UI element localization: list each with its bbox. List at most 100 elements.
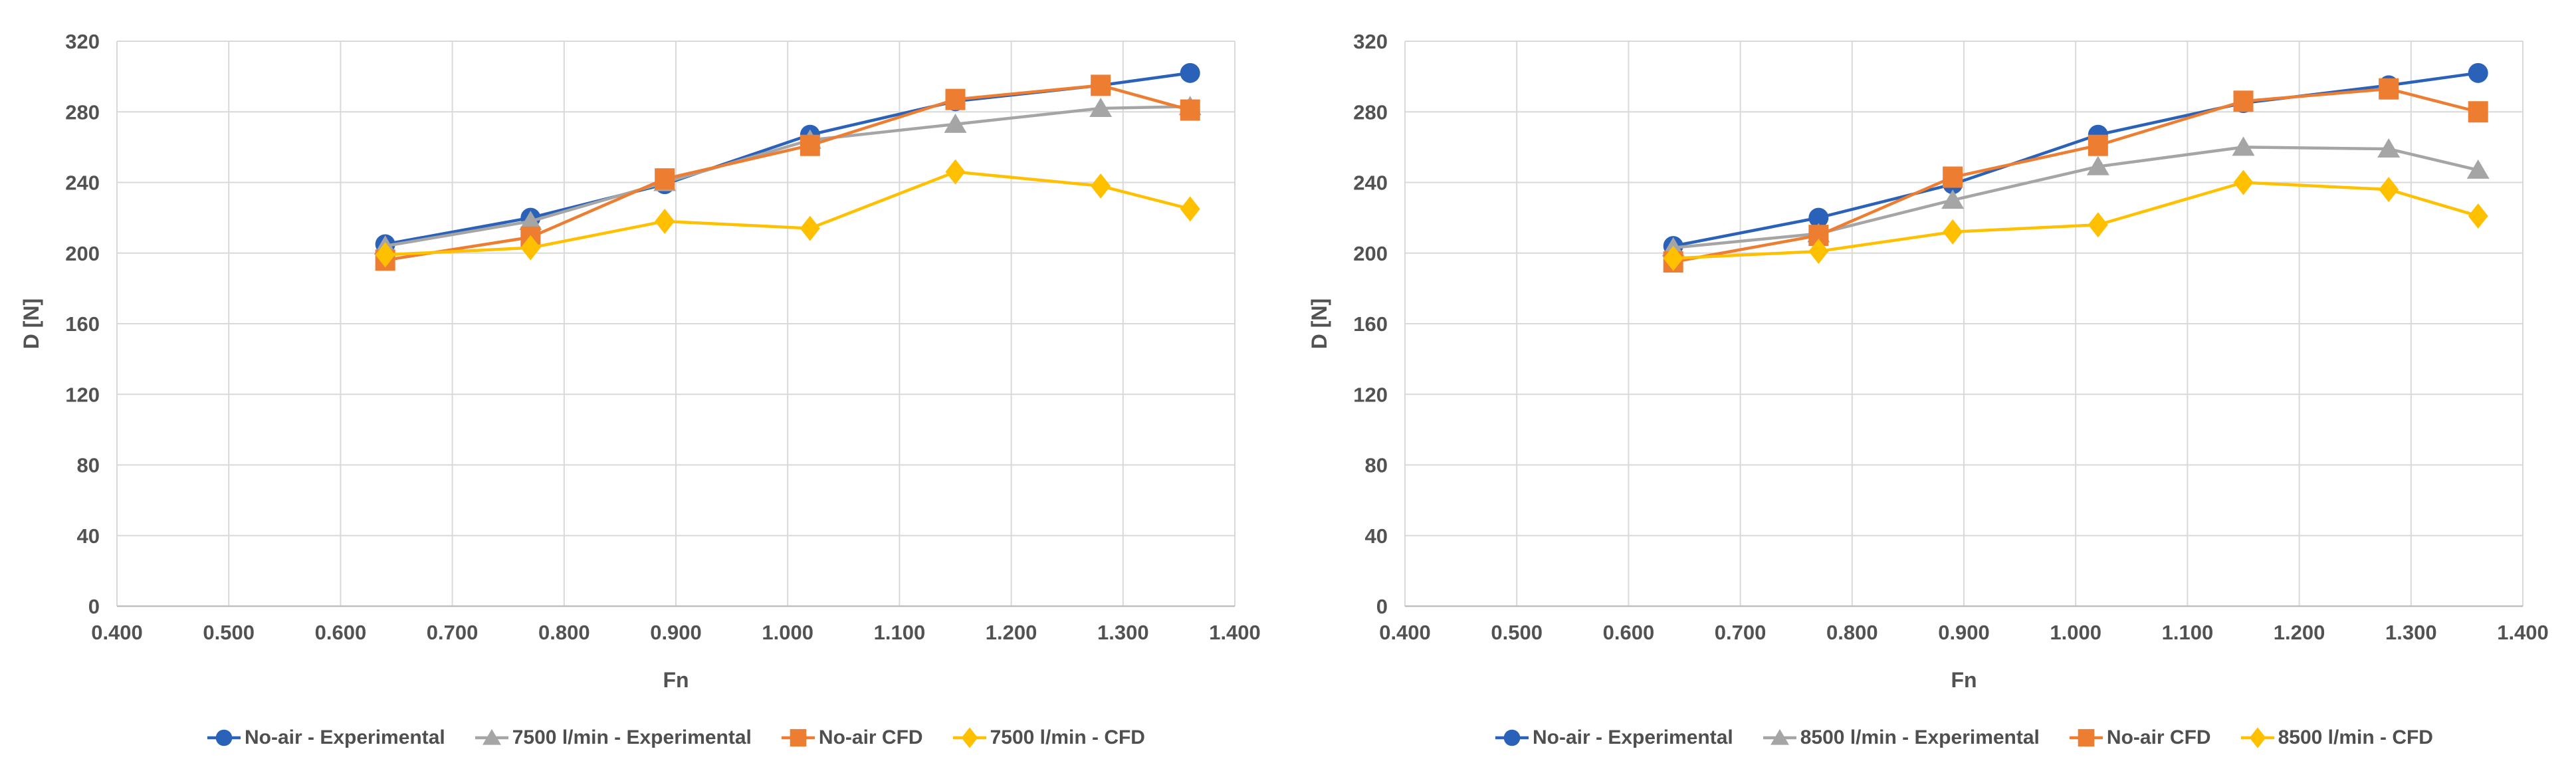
legend-marker-7500-l-min-cfd <box>961 727 978 748</box>
legend-label: 8500 l/min - Experimental <box>1800 726 2040 748</box>
legend-label: No-air CFD <box>2106 726 2211 748</box>
y-axis-title: D [N] <box>1307 298 1331 349</box>
x-axis-title: Fn <box>1951 668 1977 692</box>
marker-8500-l-min-experimental <box>2466 159 2490 179</box>
marker-no-air-cfd <box>1943 166 1963 188</box>
legend-label: No-air CFD <box>818 726 923 748</box>
x-tick-label: 1.000 <box>762 621 813 644</box>
marker-8500-l-min-experimental <box>2377 138 2401 158</box>
x-tick-label: 1.300 <box>2385 621 2437 644</box>
x-tick-label: 0.500 <box>203 621 255 644</box>
legend-triangle-icon <box>1763 728 1796 745</box>
marker-8500-l-min-cfd <box>1663 245 1683 271</box>
y-tick-label: 0 <box>1376 595 1388 618</box>
x-tick-label: 1.200 <box>2274 621 2325 644</box>
legend-marker-7500-l-min-experimental <box>482 728 501 745</box>
right-chart-legend: No-air - Experimental 8500 l/min - Experi… <box>1405 722 2523 754</box>
marker-no-air-experimental <box>1180 62 1200 83</box>
legend-circle-icon <box>207 729 241 746</box>
marker-8500-l-min-cfd <box>2233 169 2254 195</box>
y-tick-label: 40 <box>1365 524 1388 548</box>
legend-marker-no-air-cfd <box>790 728 807 747</box>
grid <box>1404 41 2523 607</box>
marker-7500-l-min-cfd <box>520 235 541 261</box>
series-no-air-cfd <box>1663 78 2488 273</box>
marker-8500-l-min-experimental <box>2086 156 2109 175</box>
y-tick-label: 40 <box>77 524 100 548</box>
marker-7500-l-min-cfd <box>375 242 395 268</box>
legend-item-8500-l-min-experimental: 8500 l/min - Experimental <box>1763 724 2040 751</box>
left-chart: 0.400 0.500 0.600 0.700 0.800 0.900 1.000 1.100… <box>19 30 1261 692</box>
legend-item-no-air-cfd: No-air CFD <box>781 724 923 751</box>
series-8500-l-min-cfd <box>1663 169 2488 271</box>
legend-square-icon <box>781 728 815 747</box>
x-tick-label: 0.900 <box>1938 621 1990 644</box>
marker-7500-l-min-cfd <box>1091 173 1111 199</box>
marker-8500-l-min-cfd <box>2379 177 2399 203</box>
y-tick-label: 120 <box>1353 383 1388 406</box>
legend-label: 7500 l/min - CFD <box>990 726 1145 748</box>
left-chart-legend: No-air - Experimental 7500 l/min - Experi… <box>117 722 1235 754</box>
legend-item-no-air-experimental: No-air - Experimental <box>1495 724 1733 751</box>
marker-8500-l-min-cfd <box>2468 203 2488 229</box>
marker-8500-l-min-cfd <box>1808 239 1829 265</box>
x-tick-label: 0.400 <box>91 621 143 644</box>
legend-label: 8500 l/min - CFD <box>2278 726 2433 748</box>
x-tick-label: 0.800 <box>1826 621 1878 644</box>
chart-panel-7500: 0.400 0.500 0.600 0.700 0.800 0.900 1.000 1.100… <box>19 30 1261 754</box>
y-tick-label: 280 <box>65 100 100 124</box>
marker-no-air-cfd <box>1180 99 1200 121</box>
y-tick-label: 320 <box>65 30 100 53</box>
marker-7500-l-min-cfd <box>655 208 675 234</box>
chart-panel-8500: 0.400 0.500 0.600 0.700 0.800 0.900 1.000 1.100… <box>1288 0 2576 777</box>
marker-no-air-cfd <box>2233 90 2254 112</box>
marker-no-air-cfd <box>2379 78 2399 100</box>
marker-7500-l-min-experimental <box>944 113 967 133</box>
legend-marker-no-air-experimental <box>215 729 233 746</box>
marker-no-air-cfd <box>2468 101 2488 123</box>
legend-item-8500-l-min-cfd: 8500 l/min - CFD <box>2240 724 2433 751</box>
tick-labels: 0.400 0.500 0.600 0.700 0.800 0.900 1.000 1.100… <box>1353 30 2549 644</box>
y-tick-label: 0 <box>88 595 100 618</box>
legend-item-7500-l-min-experimental: 7500 l/min - Experimental <box>475 724 752 751</box>
marker-8500-l-min-experimental <box>1941 189 1965 209</box>
grid <box>116 41 1235 607</box>
y-tick-label: 200 <box>1353 242 1388 265</box>
y-tick-label: 120 <box>65 383 100 406</box>
marker-no-air-cfd <box>2088 134 2108 156</box>
legend-item-no-air-experimental: No-air - Experimental <box>207 724 445 751</box>
x-tick-label: 0.700 <box>427 621 479 644</box>
x-tick-label: 1.400 <box>2497 621 2549 644</box>
x-tick-label: 1.300 <box>1097 621 1149 644</box>
y-tick-label: 240 <box>1353 171 1388 195</box>
tick-labels: 0.400 0.500 0.600 0.700 0.800 0.900 1.000 1.100… <box>65 30 1261 644</box>
legend-item-no-air-cfd: No-air CFD <box>2069 724 2211 751</box>
x-tick-label: 1.200 <box>986 621 1037 644</box>
x-tick-label: 0.600 <box>1603 621 1655 644</box>
marker-7500-l-min-experimental <box>1089 97 1113 117</box>
legend-marker-8500-l-min-cfd <box>2249 727 2266 748</box>
legend-item-7500-l-min-cfd: 7500 l/min - CFD <box>952 724 1145 751</box>
x-tick-label: 1.100 <box>2162 621 2214 644</box>
legend-diamond-icon <box>2240 727 2274 748</box>
y-axis-title: D [N] <box>19 298 43 349</box>
x-tick-label: 0.500 <box>1491 621 1543 644</box>
x-axis-title: Fn <box>663 668 689 692</box>
x-tick-label: 1.100 <box>874 621 926 644</box>
y-tick-label: 320 <box>1353 30 1388 53</box>
legend-marker-no-air-experimental <box>1503 729 1521 746</box>
marker-7500-l-min-experimental <box>519 210 542 230</box>
marker-no-air-cfd <box>655 168 675 190</box>
marker-no-air-experimental <box>1808 207 1829 228</box>
marker-no-air-cfd <box>945 88 966 110</box>
legend-label: No-air - Experimental <box>1533 726 1733 748</box>
marker-8500-l-min-cfd <box>1943 219 1963 245</box>
marker-7500-l-min-cfd <box>945 159 966 185</box>
y-tick-label: 80 <box>77 454 100 477</box>
x-tick-label: 0.900 <box>650 621 702 644</box>
marker-no-air-experimental <box>2468 62 2488 83</box>
legend-label: No-air - Experimental <box>245 726 445 748</box>
y-tick-label: 160 <box>65 312 100 336</box>
x-tick-label: 0.700 <box>1715 621 1767 644</box>
